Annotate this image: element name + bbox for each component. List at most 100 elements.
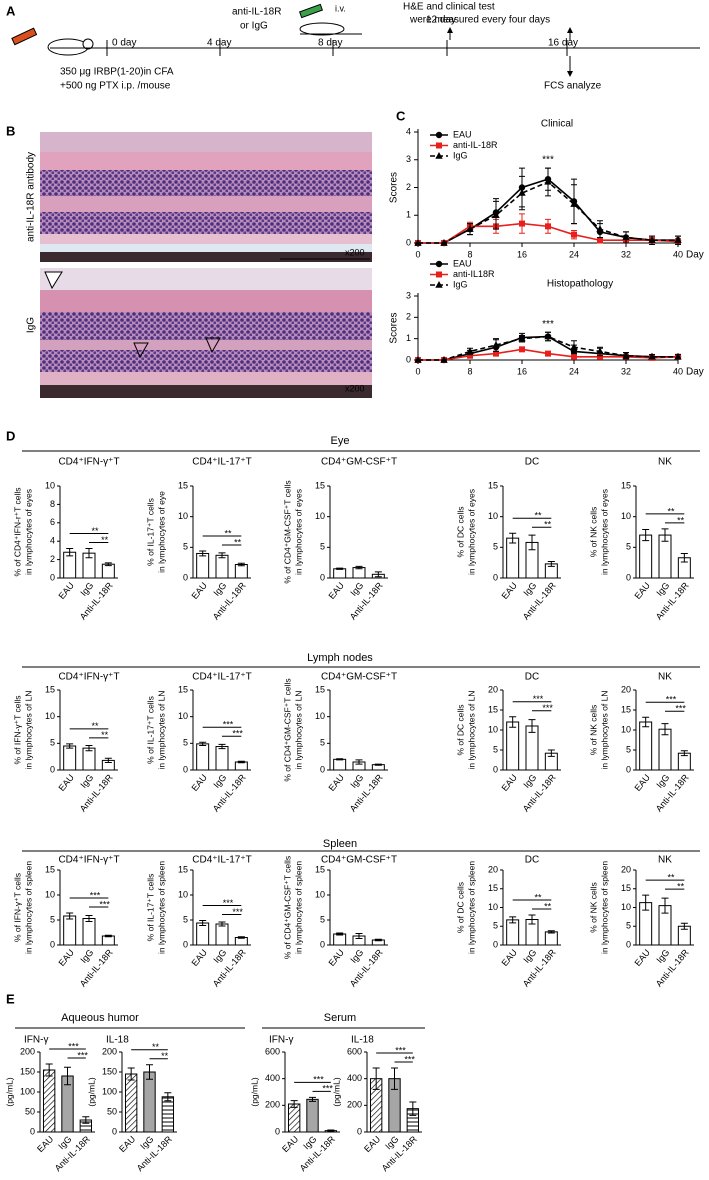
y-tick-label: 0 — [112, 1126, 117, 1136]
y-axis-label: % of CD4⁺GM-CSF⁺T cells — [282, 856, 292, 959]
x-tick-label: Anti-IL-18R — [380, 1134, 420, 1174]
y-axis-label: % of NK cells — [588, 705, 598, 756]
legend-marker — [435, 260, 443, 268]
error-bar — [64, 1066, 71, 1086]
error-bar — [509, 916, 517, 924]
chart-title: CD4⁺GM-CSF⁺T — [321, 855, 397, 866]
significance-label: *** — [404, 1054, 415, 1064]
x-tick-label: IgG — [654, 772, 671, 790]
chart-title: DC — [525, 855, 539, 866]
mouse — [82, 38, 94, 50]
significance-label: *** — [533, 694, 544, 704]
y-axis-label: (pg/mL) — [249, 1077, 259, 1106]
x-tick-label: EAU — [632, 580, 652, 601]
y-axis-label: in lymphocytes of LN — [156, 691, 166, 770]
significance-label: ** — [544, 520, 552, 530]
error-bar — [82, 1116, 90, 1124]
chart-title: CD4⁺IFN-γ⁺T — [58, 457, 119, 468]
x-tick-label: EAU — [56, 772, 76, 793]
x-tick-label: EAU — [499, 580, 519, 601]
y-tick-label: 3 — [406, 154, 411, 164]
panel-label: E — [6, 991, 15, 1006]
bar — [82, 747, 96, 771]
data-point — [467, 352, 473, 359]
error-bar — [237, 562, 245, 567]
data-point — [544, 332, 552, 340]
x-tick-label: EAU — [632, 947, 652, 968]
data-point — [493, 350, 499, 357]
x-tick-label: IgG — [348, 772, 365, 790]
mouse — [47, 38, 89, 56]
y-tick-label: 5 — [626, 921, 631, 931]
significance-label: ** — [91, 526, 99, 536]
data-point — [570, 343, 578, 350]
error-bar — [85, 744, 93, 752]
x-tick-label: 16 — [517, 366, 527, 376]
bar — [215, 923, 229, 946]
measure-text: were measured every four days — [409, 15, 550, 26]
bar — [506, 919, 520, 946]
bar — [333, 568, 347, 579]
error-bar — [528, 719, 536, 733]
y-tick-label: 200 — [265, 1100, 280, 1110]
injection-text: anti-IL-18R — [232, 7, 281, 18]
x-tick-label: IgG — [654, 947, 671, 965]
y-tick-label: 0 — [183, 572, 188, 582]
error-bar — [661, 723, 669, 736]
y-tick-label: 5 — [493, 542, 498, 552]
y-tick-label: 5 — [183, 914, 188, 924]
significance-label: *** — [232, 729, 243, 739]
error-bar — [66, 548, 74, 557]
y-tick-label: 20 — [488, 864, 498, 874]
significance-label: *** — [223, 720, 234, 730]
timeline-day: 8 day — [318, 38, 342, 49]
tissue — [40, 170, 372, 196]
data-point — [570, 200, 578, 207]
error-bar — [237, 760, 245, 764]
y-axis-label: % of CD4⁺GM-CSF⁺T cells — [282, 480, 292, 583]
significance-label: ** — [534, 892, 542, 902]
error-bar — [66, 912, 74, 920]
y-tick-label: 10 — [45, 889, 55, 899]
bar — [143, 1071, 156, 1133]
x-tick-label: IgG — [211, 580, 228, 598]
y-tick-label: 6 — [50, 517, 55, 527]
x-tick-label: EAU — [189, 947, 209, 968]
error-bar — [45, 1063, 53, 1077]
error-bar — [409, 1101, 417, 1116]
error-bar — [85, 548, 93, 559]
error-bar — [66, 743, 74, 749]
analysis-text: FCS analyze — [544, 81, 602, 92]
significance-label: *** — [68, 1041, 79, 1051]
error-bar — [218, 921, 226, 927]
tissue — [40, 152, 372, 170]
data-point — [597, 237, 603, 244]
significance-label: *** — [395, 1045, 406, 1055]
y-axis-label: in lymphocytes of eyes — [466, 489, 476, 575]
data-point — [674, 236, 682, 243]
data-point — [622, 351, 630, 359]
y-axis-label: % of DC cells — [455, 882, 465, 933]
x-tick-label: IgG — [521, 947, 538, 965]
error-bar — [547, 749, 555, 757]
x-tick-label: EAU — [189, 772, 209, 793]
x-tick-label: EAU — [499, 947, 519, 968]
bar — [658, 728, 672, 771]
data-point — [492, 211, 500, 218]
bar — [287, 1103, 301, 1133]
data-point — [466, 225, 474, 232]
x-tick-label: IgG — [348, 947, 365, 965]
y-axis-label: % of NK cells — [588, 882, 598, 933]
error-bar — [355, 933, 363, 939]
y-tick-label: 20 — [488, 684, 498, 694]
y-tick-label: 20 — [621, 684, 631, 694]
y-tick-label: 15 — [488, 883, 498, 893]
error-bar — [680, 922, 688, 930]
y-tick-label: 600 — [265, 1046, 280, 1056]
data-point — [414, 239, 422, 246]
error-bar — [199, 741, 207, 746]
route-text: i.v. — [335, 3, 346, 13]
y-tick-label: 50 — [107, 1106, 117, 1116]
x-tick-label: Anti-IL-18R — [53, 1134, 93, 1174]
